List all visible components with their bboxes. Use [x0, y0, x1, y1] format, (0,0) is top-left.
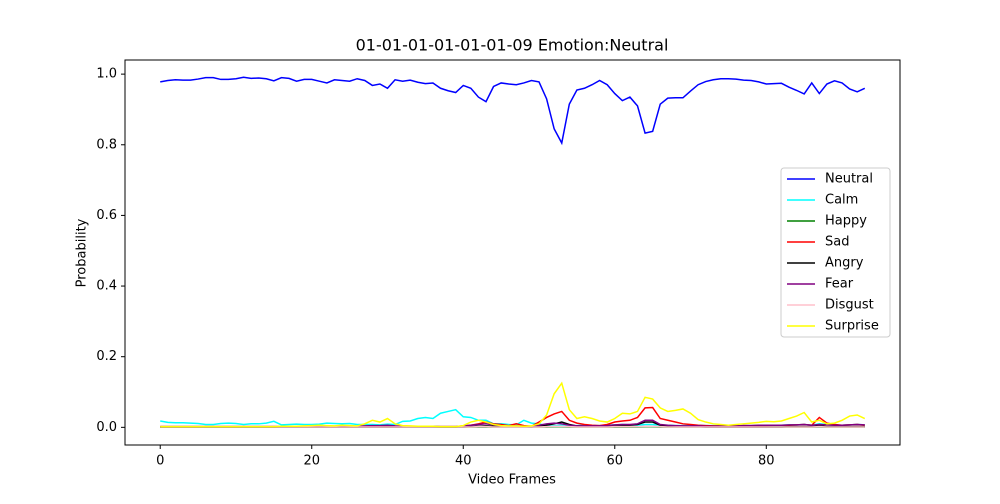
- legend-label: Happy: [825, 214, 867, 229]
- chart-title: 01-01-01-01-01-01-09 Emotion:Neutral: [356, 36, 669, 55]
- legend-label: Neutral: [825, 172, 873, 187]
- y-axis-label: Probability: [75, 218, 90, 287]
- legend-label: Disgust: [825, 298, 874, 313]
- legend-label: Surprise: [825, 319, 879, 334]
- y-tick-label: 0.2: [96, 349, 117, 364]
- legend-label: Angry: [825, 256, 864, 271]
- x-axis-label: Video Frames: [468, 473, 556, 488]
- x-tick-label: 20: [303, 454, 320, 469]
- x-tick-label: 60: [606, 454, 623, 469]
- x-tick-label: 40: [455, 454, 472, 469]
- x-tick-label: 0: [156, 454, 164, 469]
- x-tick-label: 80: [758, 454, 775, 469]
- y-tick-label: 0.0: [96, 420, 117, 435]
- legend-label: Calm: [825, 193, 858, 208]
- legend-label: Fear: [825, 277, 854, 292]
- y-tick-label: 1.0: [96, 67, 117, 82]
- legend-label: Sad: [825, 235, 849, 250]
- y-tick-label: 0.6: [96, 208, 117, 223]
- y-tick-label: 0.4: [96, 279, 117, 294]
- y-tick-label: 0.8: [96, 137, 117, 152]
